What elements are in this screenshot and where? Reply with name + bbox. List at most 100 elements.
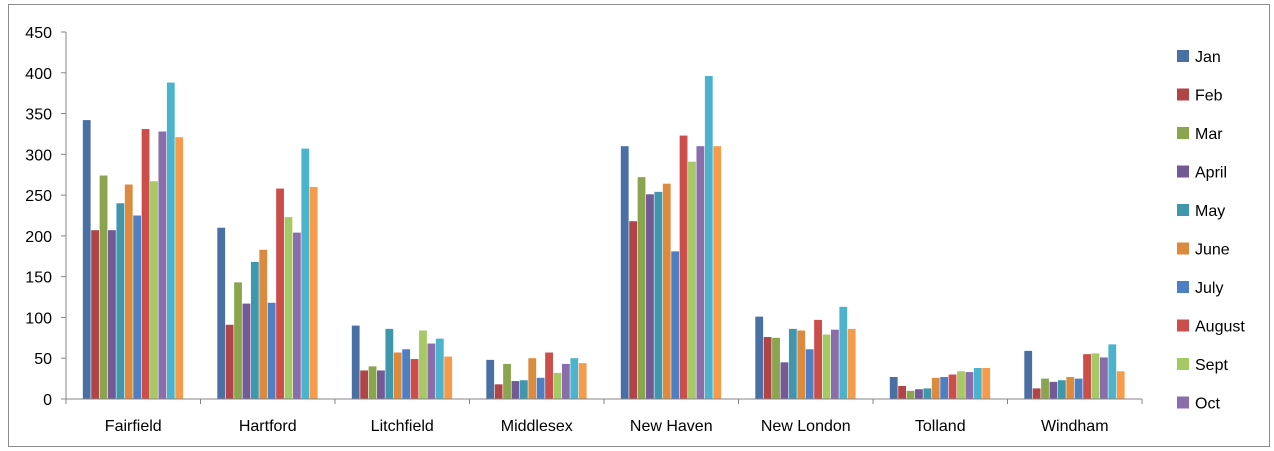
- bar: [1041, 378, 1049, 399]
- bar: [486, 359, 495, 399]
- bar: [679, 135, 688, 399]
- bar: [427, 343, 436, 399]
- bar: [982, 368, 991, 399]
- legend-label: Mar: [1195, 126, 1223, 143]
- bar: [301, 148, 310, 399]
- bar: [242, 303, 251, 399]
- legend-swatch: [1177, 242, 1189, 255]
- bar: [166, 82, 175, 399]
- bar: [217, 227, 226, 399]
- bar: [1024, 350, 1033, 399]
- bar: [385, 328, 394, 399]
- bar: [536, 377, 545, 399]
- bar: [360, 370, 369, 399]
- y-tick-label: 300: [25, 147, 52, 164]
- bar: [923, 388, 932, 399]
- bar: [637, 177, 646, 399]
- legend-label: Jan: [1195, 49, 1221, 66]
- bar: [570, 358, 579, 399]
- y-tick-label: 400: [25, 66, 52, 83]
- bar: [965, 372, 974, 399]
- y-tick-label: 450: [25, 25, 52, 42]
- bar: [839, 306, 848, 399]
- bar: [1066, 376, 1075, 399]
- bar: [561, 363, 570, 399]
- bar: [1108, 344, 1117, 399]
- bar: [805, 349, 814, 399]
- bar: [1091, 353, 1100, 399]
- bar: [931, 377, 940, 399]
- bar: [292, 232, 301, 399]
- bar: [788, 328, 797, 399]
- bar: [763, 337, 772, 399]
- bar: [654, 191, 663, 399]
- bar: [755, 316, 764, 399]
- legend: Jan Feb Mar April May June July August Sept Oct: [1177, 49, 1245, 413]
- bar: [175, 137, 184, 399]
- legend-label: August: [1195, 319, 1245, 336]
- bar: [772, 337, 780, 399]
- bar: [545, 352, 553, 399]
- bar: [830, 329, 839, 399]
- bar: [267, 302, 276, 399]
- bar: [503, 363, 511, 399]
- bar: [578, 363, 587, 399]
- bar: [309, 186, 318, 399]
- bar: [528, 358, 537, 399]
- bar: [377, 370, 385, 399]
- bar: [915, 389, 923, 399]
- bar: [393, 352, 402, 399]
- bar: [1057, 380, 1066, 399]
- bar: [957, 371, 965, 399]
- legend-swatch: [1177, 127, 1189, 139]
- x-tick-label: Fairfield: [105, 418, 162, 435]
- legend-label: Sept: [1195, 357, 1228, 374]
- bar: [646, 194, 654, 399]
- x-tick-label: New Haven: [630, 418, 713, 435]
- y-tick-label: 0: [43, 392, 52, 409]
- y-tick-label: 150: [25, 270, 52, 287]
- x-tick-label: Windham: [1041, 418, 1109, 435]
- bar: [898, 385, 907, 399]
- legend-swatch: [1177, 50, 1189, 62]
- bar: [620, 146, 629, 399]
- bar: [948, 374, 957, 399]
- bar: [906, 390, 915, 399]
- bar: [82, 120, 91, 399]
- bar: [368, 366, 377, 399]
- y-tick-label: 250: [25, 188, 52, 205]
- bar: [1032, 388, 1041, 399]
- x-tick-label: Litchfield: [371, 418, 434, 435]
- legend-swatch: [1177, 204, 1189, 216]
- bar: [519, 380, 528, 399]
- legend-label: Feb: [1195, 88, 1223, 105]
- bar: [351, 325, 360, 399]
- y-tick-label: 100: [25, 310, 52, 327]
- bar: [91, 230, 100, 399]
- bar: [1083, 354, 1091, 399]
- bar: [671, 251, 680, 399]
- bar: [150, 181, 158, 399]
- bar: [696, 146, 705, 399]
- bar: [444, 356, 453, 399]
- bar: [940, 376, 949, 399]
- bar: [133, 215, 142, 399]
- bar: [259, 249, 268, 399]
- bar: [704, 76, 713, 399]
- bar: [688, 161, 696, 399]
- axes-group: 0 50 100 150 200 250 300 350 400 450 Fairfield Hart…: [25, 25, 1143, 435]
- bar: [250, 261, 259, 399]
- legend-label: May: [1195, 203, 1225, 220]
- bar: [158, 131, 167, 399]
- bar: [1074, 378, 1083, 399]
- legend-swatch: [1177, 281, 1189, 293]
- bar: [276, 188, 284, 399]
- y-tick-label: 200: [25, 229, 52, 246]
- y-tick-label: 350: [25, 107, 52, 124]
- bar: [494, 384, 503, 399]
- legend-label: June: [1195, 242, 1230, 259]
- bar: [629, 221, 638, 399]
- legend-swatch: [1177, 88, 1189, 101]
- bar: [402, 349, 411, 399]
- legend-swatch: [1177, 165, 1189, 178]
